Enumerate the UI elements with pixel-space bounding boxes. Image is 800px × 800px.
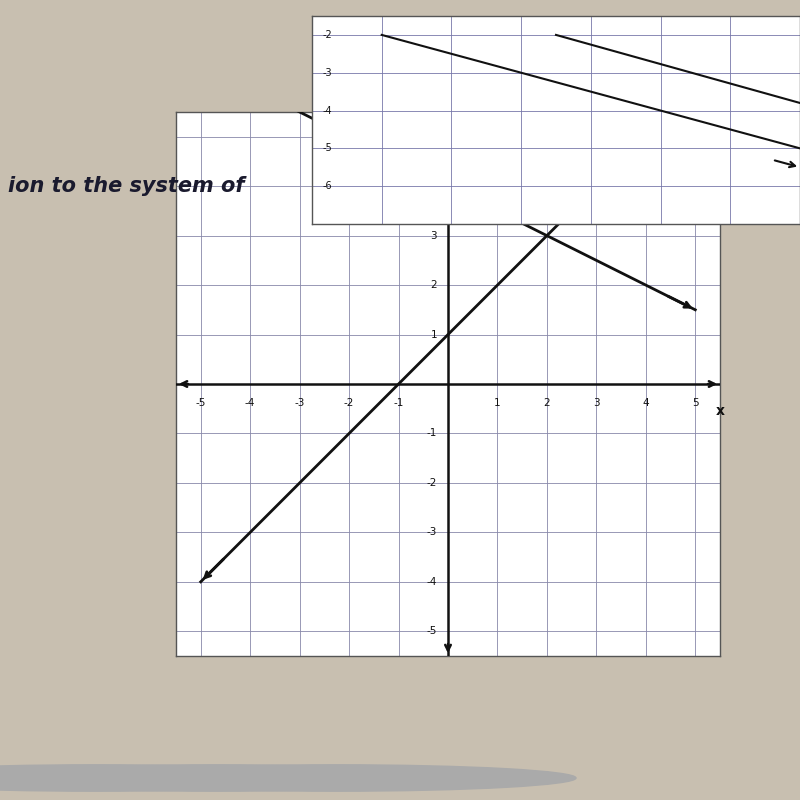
Text: -3: -3 <box>426 527 437 538</box>
Text: -3: -3 <box>322 68 332 78</box>
Text: 2: 2 <box>543 398 550 408</box>
Text: 1: 1 <box>430 330 437 339</box>
Text: -6: -6 <box>322 181 332 191</box>
Circle shape <box>0 765 336 791</box>
Text: -2: -2 <box>344 398 354 408</box>
Text: 2: 2 <box>430 280 437 290</box>
Text: y: y <box>458 105 467 119</box>
Text: 3: 3 <box>593 398 600 408</box>
Text: 4: 4 <box>430 181 437 191</box>
Text: 3: 3 <box>430 230 437 241</box>
Text: -2: -2 <box>322 30 332 40</box>
Text: -3: -3 <box>294 398 305 408</box>
Circle shape <box>96 765 576 791</box>
Text: -1: -1 <box>426 429 437 438</box>
Text: -5: -5 <box>426 626 437 636</box>
Text: -4: -4 <box>245 398 255 408</box>
Text: -5: -5 <box>195 398 206 408</box>
Text: x: x <box>715 404 725 418</box>
Text: 5: 5 <box>692 398 698 408</box>
Text: 1: 1 <box>494 398 501 408</box>
Text: ion to the system of: ion to the system of <box>8 176 245 196</box>
Text: -5: -5 <box>322 143 332 154</box>
Text: -2: -2 <box>426 478 437 488</box>
Text: 5: 5 <box>430 132 437 142</box>
Text: -1: -1 <box>394 398 404 408</box>
Text: -4: -4 <box>426 577 437 587</box>
Circle shape <box>0 765 456 791</box>
Text: -4: -4 <box>322 106 332 115</box>
Text: 4: 4 <box>642 398 649 408</box>
